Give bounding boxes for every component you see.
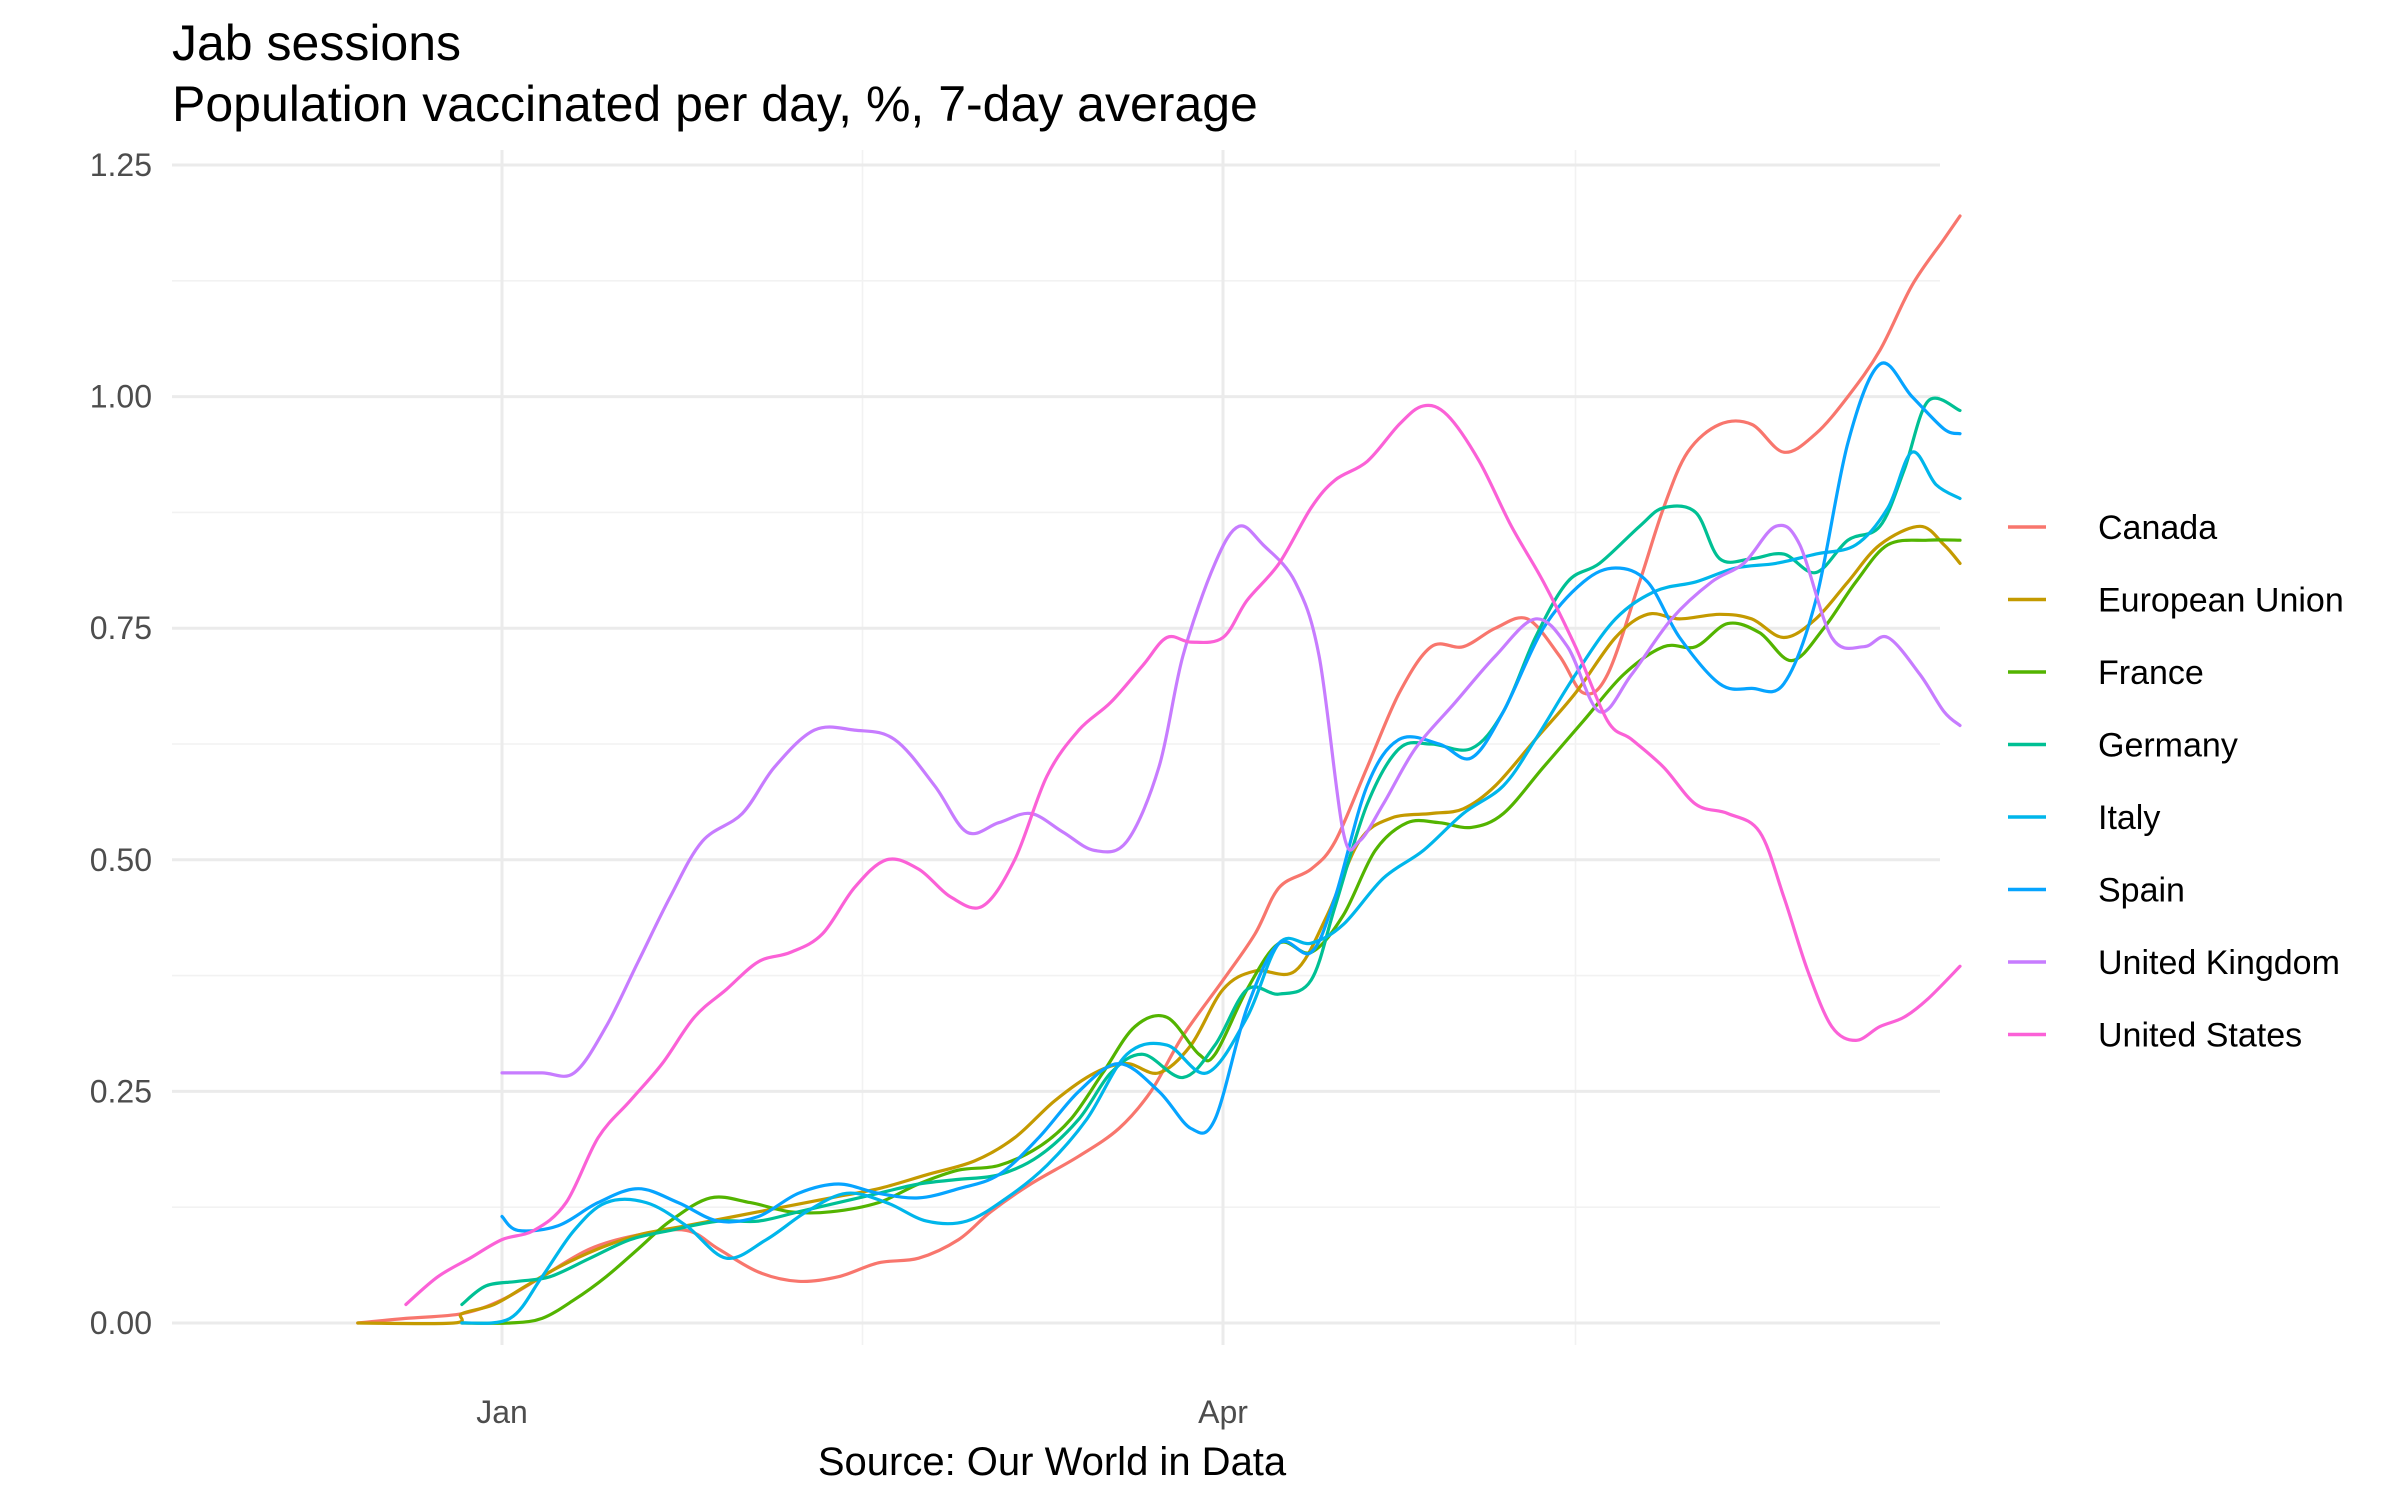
legend-item-germany: Germany [2008,727,2238,765]
legend-item-european-union: European Union [2008,582,2344,620]
legend-item-canada: Canada [2008,509,2217,547]
series-line-france [460,538,1962,1325]
y-tick-label: 0.25 [90,1073,152,1109]
series-line-spain [500,361,1962,1233]
y-axis: 0.00 0.25 0.50 0.75 1.00 1.25 [90,147,152,1341]
series-line-italy [460,450,1962,1325]
legend-label: Germany [2098,727,2238,765]
legend-item-italy: Italy [2008,799,2160,837]
legend-item-france: France [2008,654,2204,692]
y-tick-label: 1.00 [90,379,152,415]
legend: Canada European Union France Germany Italy Sp… [2008,509,2344,1055]
y-tick-label: 0.75 [90,610,152,646]
series-line-united-kingdom [500,523,1962,1078]
chart-caption: Source: Our World in Data [818,1440,1287,1484]
series-line-germany [460,396,1962,1307]
legend-label: France [2098,654,2204,692]
series-line-canada [356,214,1962,1325]
series-line-united-states [404,403,1962,1307]
legend-label: Italy [2098,799,2160,837]
x-axis: Jan Apr [476,1394,1248,1430]
legend-item-spain: Spain [2008,872,2185,910]
legend-label: United States [2098,1017,2302,1055]
x-tick-label: Apr [1198,1394,1248,1430]
y-tick-label: 0.00 [90,1305,152,1341]
legend-label: Spain [2098,872,2185,910]
y-tick-label: 0.50 [90,842,152,878]
legend-label: European Union [2098,582,2344,620]
legend-label: Canada [2098,509,2217,547]
series-line-european-union [356,524,1962,1326]
plot-series [356,214,1962,1326]
plot-grid [172,150,1940,1345]
y-tick-label: 1.25 [90,147,152,183]
legend-item-united-states: United States [2008,1017,2302,1055]
x-tick-label: Jan [476,1394,528,1430]
legend-label: United Kingdom [2098,944,2340,982]
legend-item-united-kingdom: United Kingdom [2008,944,2340,982]
chart-title: Jab sessions [172,15,461,71]
chart-subtitle: Population vaccinated per day, %, 7-day … [172,76,1258,132]
